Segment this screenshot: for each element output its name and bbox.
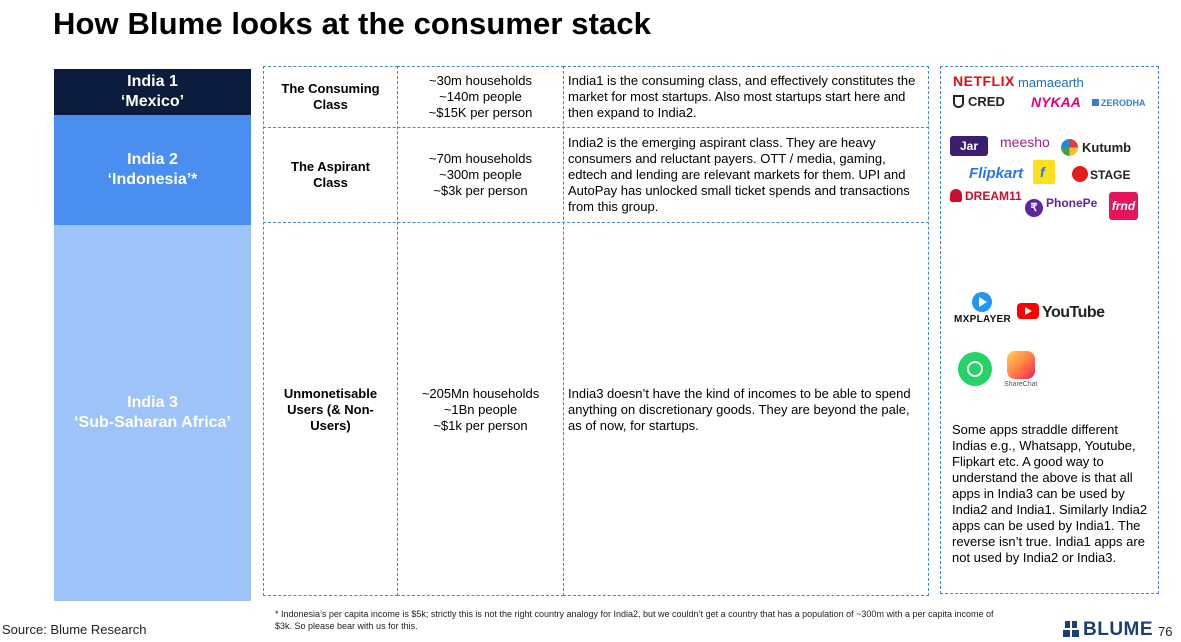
row2-description: India2 is the emerging aspirant class. T… <box>568 128 924 222</box>
band-india1-analogy: ‘Mexico’ <box>120 93 185 110</box>
mxplayer-logo: MXPLAYER <box>954 314 1012 325</box>
band-india3: India 3 ‘Sub-Saharan Africa’ <box>54 225 251 601</box>
nykaa-logo: NYKAA <box>1031 94 1081 110</box>
mamaearth-logo: mamaearth <box>1018 75 1084 90</box>
row2-class-label: The Aspirant Class <box>291 159 370 190</box>
youtube-play-icon <box>1017 303 1039 319</box>
sharechat-logo: ShareChat <box>1004 381 1038 388</box>
youtube-logo-text: YouTube <box>1042 304 1105 321</box>
flipkart-logo: Flipkart <box>969 165 1024 182</box>
kutumb-flower-icon <box>1061 139 1078 156</box>
whatsapp-icon <box>958 352 992 386</box>
blume-mark-icon <box>1063 619 1079 641</box>
row3-description-text: India3 doesn’t have the kind of incomes … <box>568 386 911 433</box>
straddle-note: Some apps straddle different Indias e.g.… <box>952 422 1148 565</box>
row2-class: The Aspirant Class <box>264 128 397 222</box>
phonepe-icon: ₹ <box>1025 199 1043 217</box>
row1-description-text: India1 is the consuming class, and effec… <box>568 73 916 120</box>
band-india2-name: India 2 <box>127 151 178 168</box>
youtube-logo: YouTube <box>1017 303 1105 322</box>
dream11-logo: DREAM11 <box>950 189 1022 203</box>
source-line: Source: Blume Research <box>2 622 147 637</box>
row3-class: Unmonetisable Users (& Non-Users) <box>264 383 397 437</box>
meesho-logo: meesho <box>1000 134 1050 150</box>
dream11-helmet-icon <box>950 189 962 202</box>
cred-shield-icon <box>953 95 964 108</box>
phonepe-logo-text: PhonePe <box>1046 196 1098 210</box>
row2-income: ~$3k per person <box>433 183 528 198</box>
row2-description-text: India2 is the emerging aspirant class. T… <box>568 135 910 214</box>
row3-income: ~$1k per person <box>433 418 528 433</box>
row1-stats: ~30m households ~140m people ~$15K per p… <box>398 67 563 127</box>
stage-logo-text: STAGE <box>1090 168 1131 182</box>
row1-income: ~$15K per person <box>428 105 533 120</box>
row3-class-label: Unmonetisable Users (& Non-Users) <box>283 386 378 433</box>
row3-stats: ~205Mn households ~1Bn people ~$1k per p… <box>398 383 563 437</box>
row1-class-label: The Consuming Class <box>281 81 380 112</box>
page-title: How Blume looks at the consumer stack <box>53 6 652 41</box>
row3-people: ~1Bn people <box>443 402 518 417</box>
flipkart-bag-icon: f <box>1033 160 1055 184</box>
band-india3-name: India 3 <box>127 394 178 411</box>
blume-logo: BLUME <box>1063 619 1153 641</box>
blume-logo-text: BLUME <box>1083 619 1154 640</box>
cred-logo: CRED <box>953 94 1005 109</box>
kutumb-logo: Kutumb <box>1061 139 1131 156</box>
zerodha-logo: ZERODHA <box>1092 98 1146 108</box>
band-india2-analogy: ‘Indonesia’* <box>107 171 198 188</box>
zerodha-icon <box>1092 99 1099 106</box>
jar-logo: Jar <box>950 136 988 156</box>
sharechat-icon <box>1007 351 1035 379</box>
band-india1: India 1 ‘Mexico’ <box>54 69 251 115</box>
mxplayer-play-icon <box>972 292 992 312</box>
row-divider-2 <box>263 222 929 223</box>
band-india1-name: India 1 <box>127 73 178 90</box>
frnd-logo: frnd <box>1109 192 1138 220</box>
phonepe-logo: ₹ PhonePe <box>1025 196 1097 217</box>
row1-households: ~30m households <box>429 73 532 88</box>
row-divider-1 <box>263 127 929 128</box>
band-india3-analogy: ‘Sub-Saharan Africa’ <box>74 414 231 431</box>
row2-households: ~70m households <box>429 151 532 166</box>
row3-description: India3 doesn’t have the kind of incomes … <box>568 383 924 437</box>
row2-stats: ~70m households ~300m people ~$3k per pe… <box>398 128 563 222</box>
stage-icon <box>1072 166 1088 182</box>
row1-people: ~140m people <box>439 89 522 104</box>
logo-panel-border <box>940 66 1159 594</box>
row3-households: ~205Mn households <box>421 386 540 401</box>
row1-description: India1 is the consuming class, and effec… <box>568 67 928 127</box>
description-column-border <box>563 66 929 596</box>
row1-class: The Consuming Class <box>264 67 397 127</box>
stage-logo: STAGE <box>1072 166 1130 182</box>
page-number: 76 <box>1158 624 1173 639</box>
kutumb-logo-text: Kutumb <box>1082 140 1132 155</box>
band-india2: India 2 ‘Indonesia’* <box>54 115 251 225</box>
row2-people: ~300m people <box>439 167 522 182</box>
netflix-logo: NETFLIX <box>953 73 1015 89</box>
footnote: * Indonesia’s per capita income is $5k; … <box>275 609 994 631</box>
cred-logo-text: CRED <box>968 94 1005 109</box>
zerodha-logo-text: ZERODHA <box>1101 98 1146 108</box>
dream11-logo-text: DREAM11 <box>965 189 1022 203</box>
